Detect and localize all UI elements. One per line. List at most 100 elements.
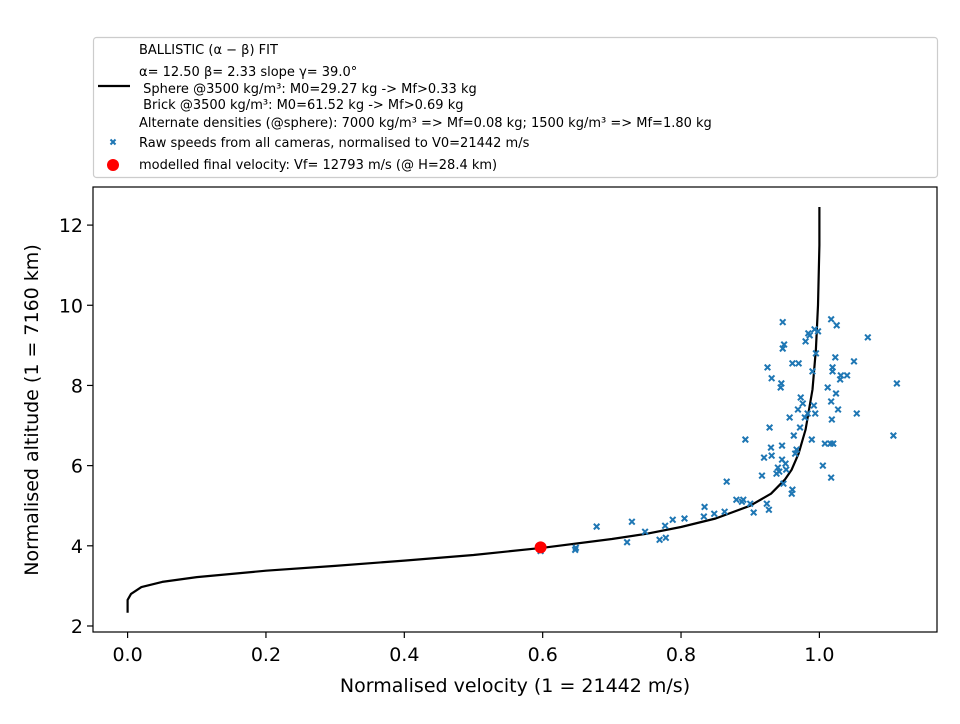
- scatter-point-stroke: [864, 333, 872, 341]
- x-tick-label: 1.0: [804, 644, 834, 666]
- scatter-point: [821, 440, 829, 448]
- scatter-point: [781, 460, 790, 468]
- scatter-point-stroke: [889, 432, 897, 440]
- scatter-point: [795, 359, 803, 367]
- scatter-point: [808, 436, 816, 444]
- legend-fit-brick: Brick @3500 kg/m³: M0=61.52 kg -> Mf>0.6…: [139, 98, 463, 113]
- y-tick-label: 2: [71, 616, 83, 638]
- scatter-point: [893, 379, 901, 387]
- scatter-point-stroke: [843, 371, 851, 379]
- scatter-point: [828, 416, 836, 424]
- scatter-point: [768, 452, 776, 460]
- scatter-point: [793, 446, 801, 454]
- scatter-point: [572, 544, 580, 552]
- scatter-point: [827, 474, 835, 482]
- scatter-point: [721, 508, 729, 516]
- scatter-point: [641, 528, 649, 536]
- scatter-point-stroke: [802, 337, 810, 345]
- scatter-point: [790, 432, 798, 440]
- scatter-point: [764, 363, 772, 371]
- scatter-point-stroke: [853, 410, 861, 418]
- scatter-point: [701, 503, 709, 511]
- scatter-point: [850, 357, 858, 365]
- scatter-point: [760, 454, 768, 462]
- scatter-point: [824, 383, 832, 391]
- scatter-point: [700, 513, 708, 521]
- legend-fit-sphere: Sphere @3500 kg/m³: M0=29.27 kg -> Mf>0.…: [139, 82, 477, 97]
- legend-scatter-label: Raw speeds from all cameras, normalised …: [139, 136, 530, 151]
- scatter-point: [779, 318, 787, 326]
- y-tick-label: 8: [71, 375, 83, 397]
- scatter-point-stroke: [827, 397, 835, 405]
- scatter-point: [819, 462, 827, 470]
- scatter-point: [763, 500, 771, 508]
- scatter-point-stroke: [680, 515, 688, 523]
- scatter-point: [779, 480, 787, 488]
- scatter-point-stroke: [833, 321, 841, 329]
- scatter-point-stroke: [819, 462, 827, 470]
- scatter-point-stroke: [593, 523, 601, 531]
- scatter-point-stroke: [791, 450, 799, 458]
- scatter-point-stroke: [758, 472, 766, 480]
- plot-frame: [92, 186, 938, 633]
- final-velocity-point: [534, 541, 547, 554]
- scatter-point: [827, 397, 835, 405]
- scatter-point: [780, 341, 788, 349]
- legend: BALLISTIC (α − β) FIT α= 12.50 β= 2.33 s…: [92, 36, 939, 179]
- scatter-point-stroke: [795, 359, 803, 367]
- scatter-point-stroke: [779, 318, 787, 326]
- scatter-point-stroke: [796, 424, 804, 432]
- x-tick-label: 0.8: [666, 644, 696, 666]
- scatter-point-stroke: [780, 341, 788, 349]
- scatter-point-stroke: [723, 478, 731, 486]
- scatter-point: [811, 410, 819, 418]
- scatter-point: [746, 500, 754, 508]
- scatter-point-stroke: [824, 383, 832, 391]
- scatter-point-stroke: [799, 399, 807, 407]
- scatter-point: [853, 410, 861, 418]
- fit-curve: [126, 207, 821, 613]
- scatter-point: [799, 399, 807, 407]
- legend-fit-alternate: Alternate densities (@sphere): 7000 kg/m…: [139, 116, 712, 131]
- scatter-point: [797, 393, 805, 401]
- scatter-point-stroke: [834, 405, 842, 414]
- scatter-point-stroke: [661, 522, 669, 530]
- x-tick-label: 0.4: [389, 644, 419, 666]
- scatter-point: [806, 331, 814, 339]
- scatter-point-stroke: [828, 416, 836, 424]
- scatter-point: [656, 536, 664, 544]
- scatter-point-stroke: [814, 327, 822, 335]
- y-tick-label: 4: [71, 536, 83, 558]
- y-axis-ticks: 2 4 6 8 10 12: [59, 215, 93, 638]
- scatter-point: [864, 333, 872, 341]
- y-axis-label: Normalised altitude (1 = 7160 km): [21, 244, 43, 575]
- scatter-point-stroke: [710, 510, 718, 518]
- scatter-point-stroke: [829, 440, 837, 448]
- scatter-point: [794, 405, 802, 414]
- scatter-point: [750, 509, 758, 517]
- scatter-point-stroke: [832, 389, 840, 397]
- scatter-point-stroke: [701, 503, 709, 511]
- scatter-point: [788, 486, 796, 494]
- scatter-point: [814, 327, 822, 335]
- scatter-point-stroke: [797, 393, 805, 401]
- scatter-point-stroke: [808, 367, 816, 375]
- scatter-point: [802, 337, 810, 345]
- scatter-point-stroke: [794, 405, 802, 414]
- scatter-point-stroke: [778, 442, 786, 450]
- scatter-point: [786, 414, 794, 422]
- legend-scatter-marker: [109, 138, 117, 146]
- scatter-point: [834, 405, 842, 414]
- scatter-point: [765, 506, 773, 514]
- scatter-point-stroke: [641, 528, 649, 536]
- scatter-point-stroke: [628, 518, 636, 526]
- scatter-point-stroke: [700, 513, 708, 521]
- scatter-point-stroke: [741, 436, 749, 444]
- scatter-point: [811, 325, 819, 333]
- scatter-point-stroke: [779, 345, 787, 353]
- scatter-point-stroke: [764, 363, 772, 371]
- scatter-point: [782, 466, 790, 474]
- scatter-point-stroke: [788, 359, 796, 367]
- y-tick-label: 12: [59, 215, 83, 237]
